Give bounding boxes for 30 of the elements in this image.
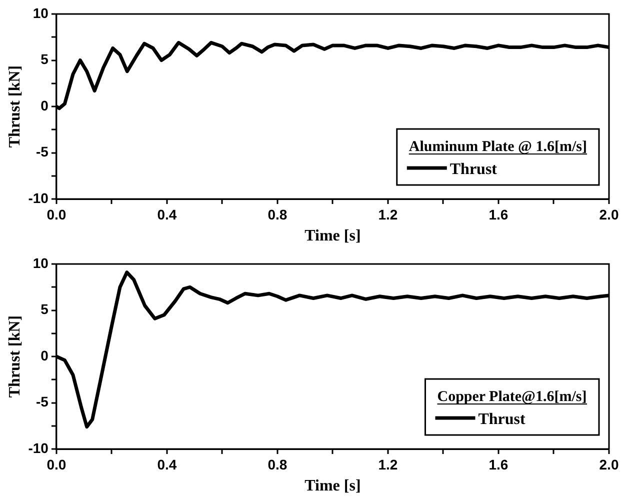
y-tick-label: 10 (32, 254, 49, 271)
x-tick-label: 0.4 (157, 456, 177, 472)
y-tick-label: 5 (40, 301, 49, 318)
x-tick-label: 0.4 (157, 206, 177, 222)
y-tick-label: 10 (32, 4, 49, 21)
y-tick-label: 0 (40, 97, 49, 114)
x-tick-label: 1.6 (488, 206, 508, 222)
x-tick-label: 2.0 (599, 206, 619, 222)
x-tick-label: 1.6 (488, 456, 508, 472)
legend-title: Copper Plate@1.6[m/s] (437, 389, 587, 405)
x-tick-label: 0.0 (46, 456, 66, 472)
y-tick-label: -10 (28, 440, 49, 456)
x-tick-label: 0.8 (268, 206, 288, 222)
y-tick-label: -5 (36, 144, 49, 160)
x-tick-label: 1.2 (378, 206, 398, 222)
y-tick-label: 5 (40, 51, 49, 68)
legend-title: Aluminum Plate @ 1.6[m/s] (408, 139, 588, 155)
x-tick-label: 0.8 (268, 456, 288, 472)
legend-label: Thrust (478, 411, 526, 428)
x-axis-title: Time [s] (304, 228, 361, 245)
legend-label: Thrust (450, 161, 498, 178)
y-tick-label: -10 (28, 190, 49, 206)
x-tick-label: 0.0 (46, 206, 66, 222)
y-tick-label: -5 (36, 394, 49, 410)
x-tick-label: 1.2 (378, 456, 398, 472)
x-axis-title: Time [s] (304, 478, 361, 495)
x-tick-label: 2.0 (599, 456, 619, 472)
y-tick-label: 0 (40, 347, 49, 364)
y-axis-title: Thrust [kN] (6, 315, 24, 398)
y-axis-title: Thrust [kN] (6, 65, 24, 148)
